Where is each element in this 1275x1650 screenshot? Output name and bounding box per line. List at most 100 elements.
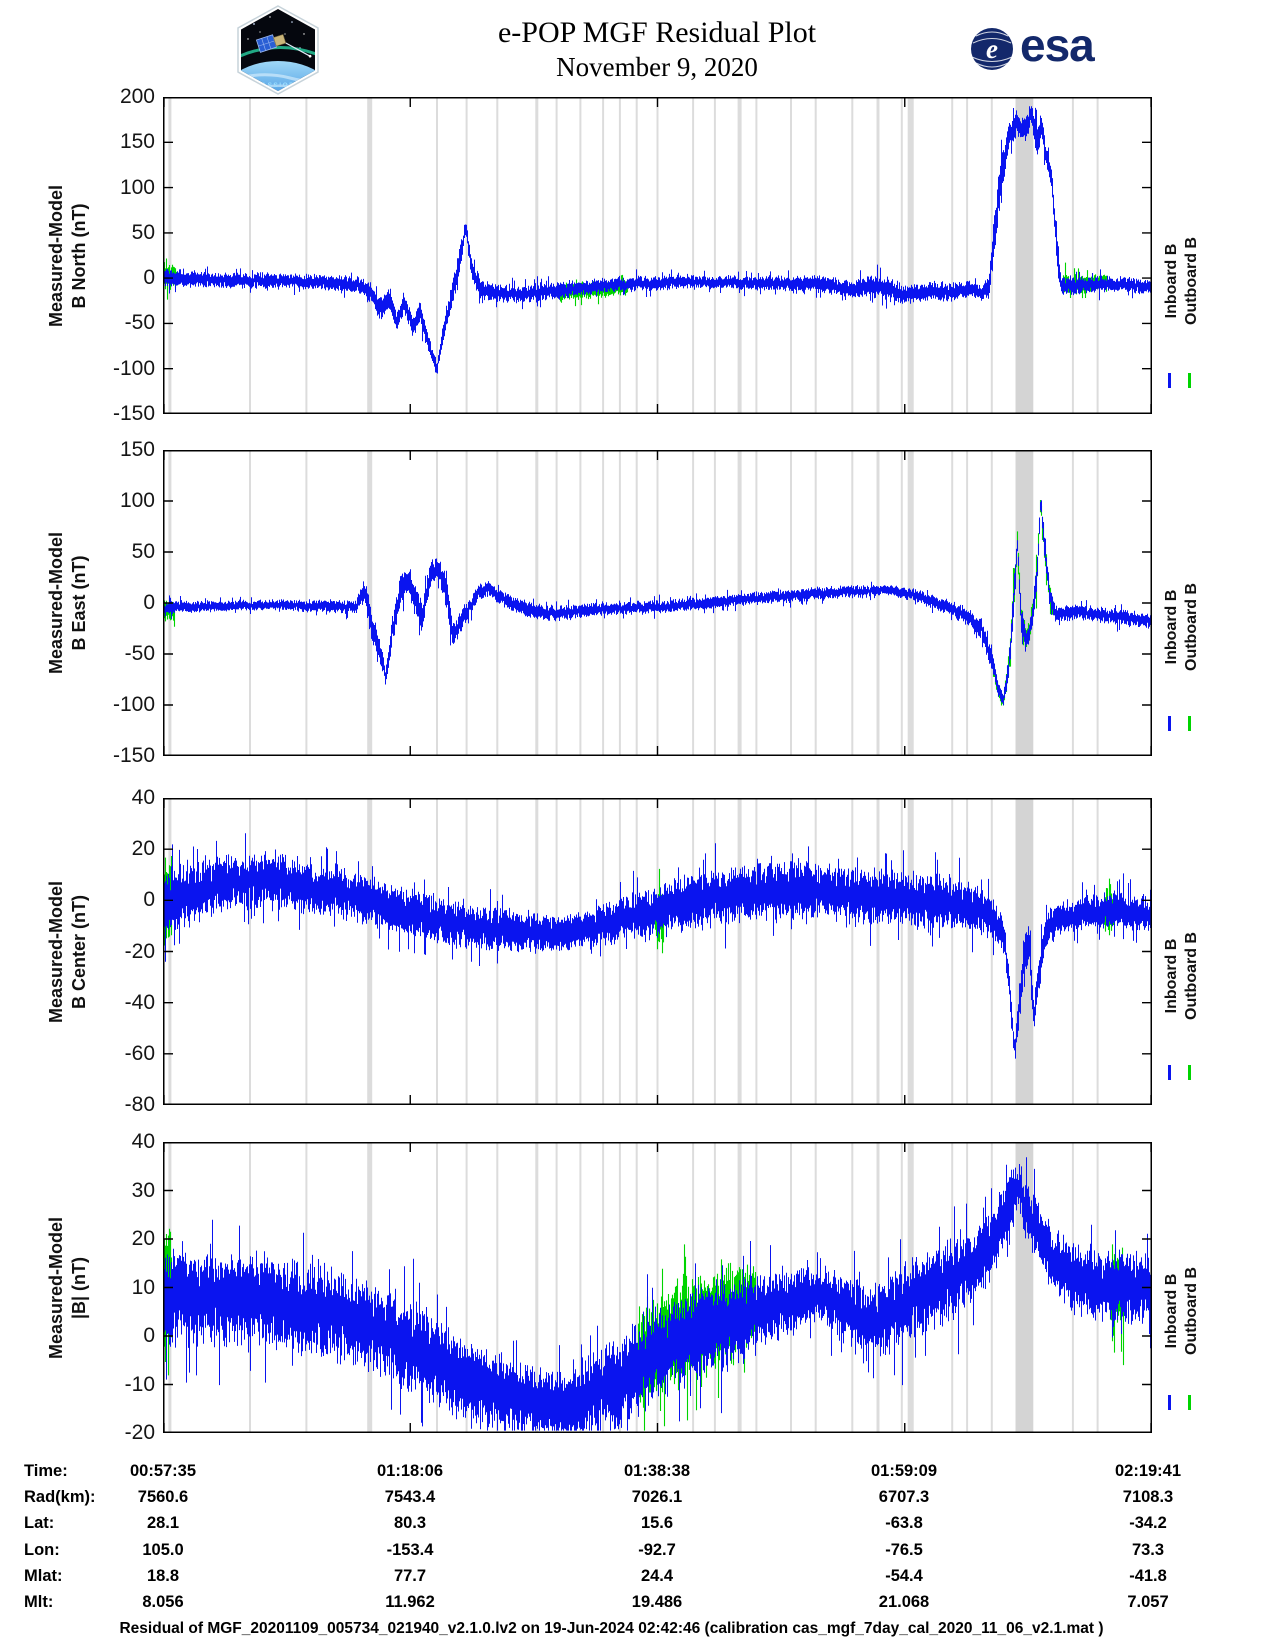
data-gap-line — [635, 98, 638, 413]
data-gap-line — [618, 98, 621, 413]
patch-aurora-arc — [241, 45, 315, 58]
legend-marker-inboard — [1168, 716, 1171, 732]
data-gap-line — [737, 98, 742, 413]
data-gap-line — [618, 1143, 621, 1432]
data-gap-line — [692, 98, 695, 413]
data-gap-line — [713, 799, 716, 1104]
y-tick-label: 0 — [143, 888, 155, 912]
data-gap-line — [790, 98, 792, 413]
data-gap-line — [1071, 451, 1074, 755]
ephemeris-value: 15.6 — [640, 1514, 674, 1532]
legend-label: Outboard B — [1183, 932, 1200, 1021]
ephemeris-value: 11.962 — [385, 1593, 435, 1611]
data-gap-band — [1015, 98, 1034, 413]
data-gap-line — [465, 451, 468, 755]
ephemeris-label: Mlt: — [24, 1593, 54, 1611]
ephemeris-value: 01:59:09 — [870, 1462, 938, 1480]
data-gap-line — [579, 799, 582, 1104]
y-tick-label: 0 — [143, 266, 155, 290]
ephemeris-value: 02:19:41 — [1114, 1462, 1182, 1480]
data-gap-line — [305, 98, 308, 413]
y-tick-label: 200 — [119, 85, 155, 108]
legend-label: Inboard B — [1163, 1273, 1180, 1349]
data-gap-line — [367, 1143, 373, 1432]
legend-label: Outboard B — [1183, 583, 1200, 672]
data-gap-line — [814, 799, 817, 1104]
legend-marker-inboard — [1168, 1395, 1171, 1411]
ephemeris-value: -76.5 — [885, 1541, 923, 1559]
data-gap-line — [755, 451, 758, 755]
y-tick-label: -100 — [112, 356, 155, 380]
data-gap-line — [966, 451, 969, 755]
patch-satellite — [255, 34, 312, 58]
calibration-footer: Residual of MGF_20201109_005734_021940_v… — [119, 1620, 1104, 1637]
y-tick-label: -20 — [124, 1421, 155, 1444]
b-east-plot — [163, 450, 1152, 756]
data-gap-line — [436, 799, 438, 1104]
data-gap-line — [367, 451, 373, 755]
data-gap-line — [951, 98, 954, 413]
ephemeris-label: Rad(km): — [24, 1488, 96, 1506]
data-gap-line — [851, 451, 854, 755]
data-gap-band — [1015, 451, 1034, 755]
data-gap-line — [876, 98, 880, 413]
ephemeris-value: 73.3 — [1131, 1541, 1165, 1559]
b-magnitude-plot — [163, 1142, 1152, 1433]
cassiope-mission-patch: CASSIOPE — [230, 4, 326, 96]
page-title: e-POP MGF Residual Plot — [497, 16, 817, 49]
data-gap-line — [618, 799, 621, 1104]
data-gap-line — [535, 451, 539, 755]
legend: Inboard B Outboard B — [1162, 1267, 1202, 1355]
legend-label: Outboard B — [1183, 236, 1200, 325]
legend-marker-inboard — [1168, 372, 1171, 388]
axis-box — [163, 798, 1152, 1105]
ephemeris-value: 01:38:38 — [623, 1462, 691, 1480]
y-axis-label: Measured-Model B Center (nT) — [46, 880, 89, 1023]
data-gap-line — [966, 799, 969, 1104]
ephemeris-label: Lon: — [24, 1541, 60, 1559]
data-gap-line — [876, 799, 880, 1104]
data-gap-line — [367, 799, 373, 1104]
axis-box — [163, 1142, 1152, 1433]
data-gap-line — [990, 451, 993, 755]
data-gap-line — [990, 1143, 993, 1432]
data-gap-line — [602, 98, 605, 413]
legend-marker-outboard — [1188, 372, 1191, 388]
data-gap-line — [737, 799, 742, 1104]
y-tick-label: 40 — [131, 786, 155, 809]
ephemeris-value: -92.7 — [638, 1541, 676, 1559]
data-gap-line — [168, 98, 172, 413]
data-gap-line — [602, 799, 605, 1104]
legend: Inboard B Outboard B — [1162, 237, 1202, 325]
data-gap-line — [1096, 799, 1099, 1104]
y-tick-label: 150 — [119, 130, 155, 154]
page-subtitle-date: November 9, 2020 — [556, 52, 758, 82]
data-gap-line — [436, 1143, 438, 1432]
b-north-plot — [163, 97, 1152, 414]
b-center-plot — [163, 798, 1152, 1105]
y-axis-label: Measured-Model |B| (nT) — [46, 1216, 89, 1359]
data-gap-line — [635, 451, 638, 755]
data-gap-line — [713, 98, 716, 413]
y-axis-label: Measured-Model B East (nT) — [46, 531, 89, 675]
ephemeris-value: 80.3 — [393, 1514, 427, 1532]
data-gap-line — [907, 799, 914, 1104]
ephemeris-value: 28.1 — [146, 1514, 180, 1532]
y-tick-label: -20 — [124, 939, 155, 963]
data-gap-line — [305, 799, 308, 1104]
data-gap-line — [635, 799, 638, 1104]
y-tick-label: 50 — [131, 220, 155, 244]
data-gap-line — [535, 1143, 539, 1432]
axis-box — [163, 450, 1152, 756]
data-gap-line — [436, 451, 438, 755]
ephemeris-value: 7560.6 — [137, 1488, 189, 1506]
y-tick-label: 150 — [119, 438, 155, 461]
data-gap-line — [814, 98, 817, 413]
data-gap-line — [1071, 98, 1074, 413]
svg-text:e: e — [986, 34, 998, 64]
data-gap-line — [535, 799, 539, 1104]
ephemeris-value: 7543.4 — [384, 1488, 436, 1506]
y-tick-label: 20 — [131, 1227, 155, 1250]
